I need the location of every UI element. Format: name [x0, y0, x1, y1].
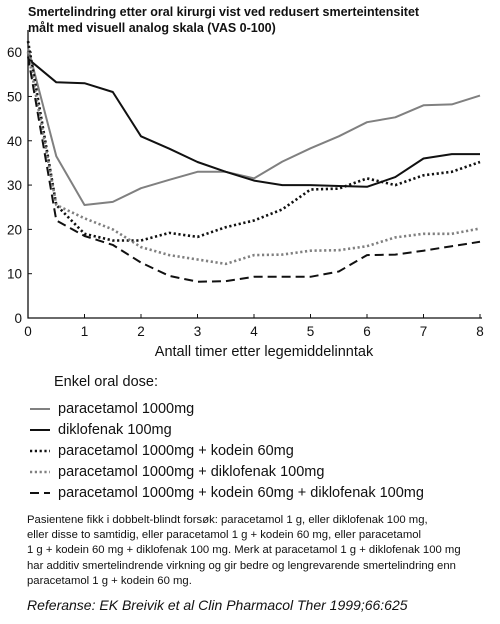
- x-tick-label: 1: [81, 324, 89, 339]
- legend-swatch: [30, 428, 50, 431]
- legend-label: paracetamol 1000mg + kodein 60mg + diklo…: [58, 484, 424, 501]
- note-line: 1 g + kodein 60 mg + diklofenak 100 mg. …: [27, 544, 461, 557]
- x-tick-label: 8: [476, 324, 484, 339]
- legend-label: diklofenak 100mg: [58, 421, 172, 438]
- y-tick-label: 20: [7, 222, 22, 237]
- legend-label: paracetamol 1000mg + kodein 60mg: [58, 442, 294, 459]
- legend-item: paracetamol 1000mg + kodein 60mg + diklo…: [30, 482, 490, 503]
- chart-axes: 0 10 20 30 40 50 60 0 1 2 3 4 5 6 7 8: [7, 30, 484, 339]
- legend-swatch: [30, 470, 50, 473]
- legend-item: diklofenak 100mg: [30, 419, 490, 440]
- x-tick-label: 5: [307, 324, 315, 339]
- legend-swatch: [30, 449, 50, 452]
- legend-item: paracetamol 1000mg + kodein 60mg: [30, 440, 490, 461]
- series-line-2: [27, 58, 480, 188]
- legend-label: paracetamol 1000mg + diklofenak 100mg: [58, 463, 325, 480]
- chart-title: Smertelindring etter oral kirurgi vist v…: [28, 4, 498, 36]
- y-tick-label: 30: [7, 178, 22, 193]
- y-tick-label: 60: [7, 45, 22, 60]
- x-tick-label: 2: [137, 324, 145, 339]
- y-tick-label: 50: [7, 89, 22, 104]
- note-line: paracetamol 1 g + kodein 60 mg.: [27, 574, 192, 587]
- y-tick-label: 10: [7, 267, 22, 282]
- note-line: har additiv smertelindrende virkning og …: [27, 559, 456, 572]
- series-line-5: [27, 56, 481, 283]
- legend: Enkel oral dose: paracetamol 1000mg diklo…: [30, 374, 490, 503]
- legend-title: Enkel oral dose:: [54, 374, 158, 390]
- note-line: Pasientene fikk i dobbelt-blindt forsøk:…: [27, 514, 428, 526]
- series-line-1: [27, 47, 481, 206]
- legend-item: paracetamol 1000mg + diklofenak 100mg: [30, 461, 490, 482]
- legend-label: paracetamol 1000mg: [58, 400, 195, 417]
- x-axis-label: Antall timer etter legemiddelinntak: [155, 344, 374, 360]
- chart-title-line-1: Smertelindring etter oral kirurgi vist v…: [28, 5, 420, 19]
- legend-swatch: [30, 491, 50, 494]
- series-line-3: [26, 40, 481, 242]
- study-note: Pasientene fikk i dobbelt-blindt forsøk:…: [27, 513, 487, 589]
- x-tick-label: 4: [250, 324, 258, 339]
- series-line-4: [26, 51, 481, 266]
- x-tick-label: 6: [363, 324, 371, 339]
- chart-series-group: [26, 40, 481, 283]
- legend-item: paracetamol 1000mg: [30, 398, 490, 419]
- y-tick-label: 40: [7, 134, 22, 149]
- reference-citation: Referanse: EK Breivik et al Clin Pharmac…: [27, 597, 408, 613]
- line-chart: 0 10 20 30 40 50 60 0 1 2 3 4 5 6 7 8 Antall timer ette…: [7, 30, 484, 360]
- y-tick-label: 0: [14, 311, 22, 326]
- x-tick-label: 7: [420, 324, 428, 339]
- legend-swatch: [30, 407, 50, 410]
- x-tick-label: 0: [24, 324, 32, 339]
- x-tick-label: 3: [194, 324, 202, 339]
- legend-items: paracetamol 1000mg diklofenak 100mg parace…: [30, 398, 490, 503]
- note-line: eller disse to samtidig, eller paracetam…: [27, 529, 422, 542]
- chart-title-line-2: målt med visuell analog skala (VAS 0-100…: [28, 21, 276, 35]
